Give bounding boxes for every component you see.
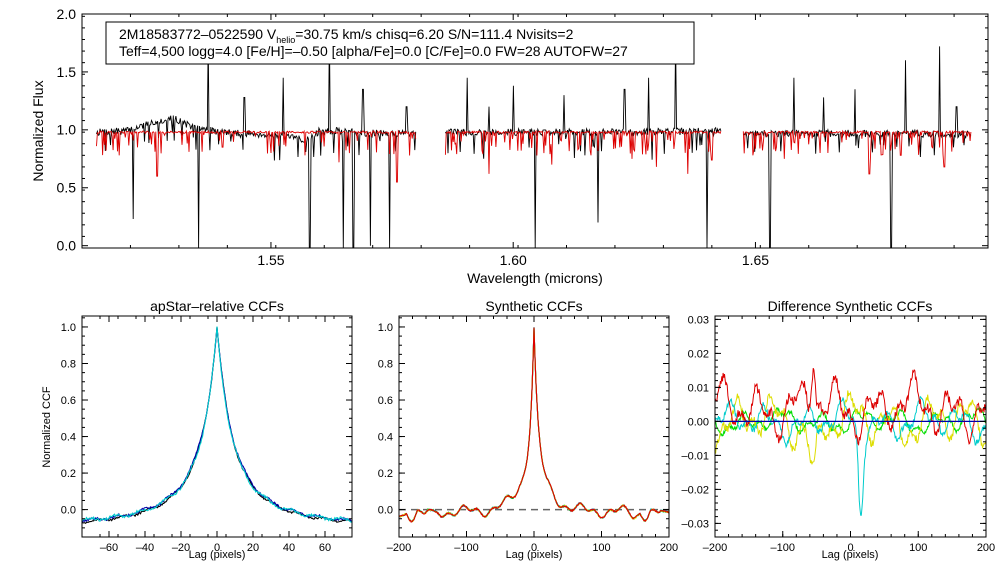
spectrum-model-chip-2 — [444, 129, 722, 174]
apstar-ccf-x-axis-label: Lag (pixels) — [189, 549, 246, 561]
difference-ccf-x-axis-label: Lag (pixels) — [822, 549, 879, 561]
apstar-ccf-y-axis-label: Normalized CCF — [41, 386, 53, 468]
apstar-ccf-x-tick-label: 60 — [319, 542, 331, 554]
spectrum-info-box: 2M18583772–0522590 Vhelio=30.75 km/s chi… — [105, 21, 695, 65]
spectrum-y-tick-label: 1.0 — [57, 122, 77, 138]
difference-ccf-y-tick-label: 0.00 — [688, 416, 709, 428]
apstar-ccf-y-tick-label: 0.2 — [61, 468, 76, 480]
spectrum-y-tick-label: 0.0 — [57, 238, 77, 254]
synthetic-ccf-red-line — [398, 327, 670, 523]
difference-ccf-y-tick-label: –0.02 — [681, 484, 709, 496]
spectrum-observed-chip-3 — [742, 46, 972, 249]
apstar-ccf-y-tick-label: 0.0 — [61, 504, 76, 516]
synthetic-ccf-x-tick-label: 0 — [531, 542, 537, 554]
spectrum-plot-area — [96, 31, 972, 249]
info-line-1-prefix: 2M18583772–0522590 V — [119, 26, 277, 42]
apstar-ccf-3-line — [81, 326, 353, 523]
synthetic-ccf-cyan-line — [399, 327, 670, 523]
apstar-ccf-y-tick-label: 0.4 — [61, 431, 76, 443]
apstar-ccf-y-tick-label: 0.6 — [61, 395, 76, 407]
synthetic-ccf-x-tick-label: 200 — [660, 542, 678, 554]
apstar-ccf-y-tick-label: 0.8 — [61, 358, 76, 370]
difference-diff-red-line — [714, 368, 987, 446]
difference-diff-yellow-line — [714, 390, 987, 465]
apstar-ccf-x-tick-label: –60 — [100, 542, 118, 554]
synthetic-ccf-y-tick-label: 0.8 — [378, 358, 393, 370]
synthetic-ccf-y-tick-label: 0.2 — [378, 468, 393, 480]
info-line-1-subscript: helio — [276, 35, 295, 45]
apstar-ccf-axes-frame — [81, 315, 353, 538]
difference-ccf-y-tick-label: –0.01 — [681, 450, 709, 462]
difference-ccf-series — [714, 368, 987, 516]
synthetic-ccf-y-tick-label: 0.6 — [378, 395, 393, 407]
spectrum-model-chip-1 — [96, 129, 417, 183]
apstar-ccf-1-line — [81, 326, 353, 524]
difference-ccf-y-tick-label: 0.01 — [688, 382, 709, 394]
difference-ccf-x-tick-label: 0 — [847, 542, 853, 554]
spectrum-observed-chip-2 — [445, 37, 722, 249]
spectrum-y-ticks: 0.0 0.5 1.0 1.5 2.0 — [57, 6, 988, 254]
synthetic-ccf-y-tick-label: 1.0 — [378, 322, 393, 334]
difference-ccf-y-tick-label: 0.02 — [688, 348, 709, 360]
difference-ccf-x-ticks: –200 –100 0 100 200 — [703, 316, 995, 554]
spectrum-y-tick-label: 2.0 — [57, 6, 77, 22]
apstar-ccf-x-tick-label: 20 — [247, 542, 259, 554]
apstar-ccf-y-ticks: 0.0 0.2 0.4 0.6 0.8 1.0 — [61, 317, 352, 538]
apstar-ccf-y-tick-label: 1.0 — [61, 322, 76, 334]
spectrum-y-tick-label: 1.5 — [57, 64, 77, 80]
spectrum-x-tick-label: 1.55 — [257, 252, 284, 268]
info-line-2: Teff=4,500 logg=4.0 [Fe/H]=–0.50 [alpha/… — [119, 43, 628, 59]
synthetic-ccf-title: Synthetic CCFs — [485, 298, 582, 314]
spectrum-panel: 1.55 1.60 1.65 0.0 0.5 1.0 1.5 2.0 Wavelength … — [30, 6, 989, 286]
difference-ccf-panel: Difference Synthetic CCFs –200 –100 0 100 20… — [681, 298, 995, 561]
info-line-1-suffix: =30.75 km/s chisq=6.20 S/N=111.4 Nvisits… — [295, 26, 573, 42]
synthetic-ccf-x-ticks: –200 –100 0 100 200 — [387, 316, 678, 554]
apstar-ccf-title: apStar–relative CCFs — [150, 298, 284, 314]
synthetic-ccf-y-ticks: 0.0 0.2 0.4 0.6 0.8 1.0 — [378, 317, 669, 538]
spectrum-x-ticks: 1.55 1.60 1.65 — [81, 14, 955, 268]
synthetic-ccf-yellow-line — [398, 327, 670, 523]
synthetic-ccf-y-tick-label: 0.4 — [378, 431, 393, 443]
apstar-ccf-panel: apStar–relative CCFs –60 –40 –20 0 20 40 60 0.… — [41, 298, 353, 561]
spectrum-model-series — [96, 129, 972, 183]
difference-ccf-title: Difference Synthetic CCFs — [768, 298, 933, 314]
synthetic-ccf-x-tick-label: –200 — [387, 542, 411, 554]
synthetic-ccf-y-tick-label: 0.0 — [378, 504, 393, 516]
apstar-ccf-x-tick-label: 0 — [214, 542, 220, 554]
apstar-ccf-2-line — [81, 328, 353, 523]
synthetic-ccf-x-tick-label: –100 — [454, 542, 478, 554]
difference-ccf-x-tick-label: –100 — [771, 542, 795, 554]
synthetic-ccf-series — [398, 327, 670, 523]
info-line-1: 2M18583772–0522590 Vhelio=30.75 km/s chi… — [119, 26, 574, 45]
info-box-frame — [105, 21, 695, 65]
synthetic-ccf-blue-line — [398, 327, 670, 522]
spectrum-x-tick-label: 1.65 — [742, 252, 769, 268]
spectrum-model-chip-3 — [742, 129, 972, 175]
synthetic-ccf-green-line — [398, 327, 670, 523]
spectrum-x-tick-label: 1.60 — [500, 252, 527, 268]
synthetic-ccf-x-tick-label: 100 — [592, 542, 610, 554]
synthetic-ccf-panel: Synthetic CCFs –200 –100 0 100 200 0.0 0.2 0.4… — [378, 298, 678, 561]
apstar-ccf-x-tick-label: –20 — [172, 542, 190, 554]
apstar-ccf-x-tick-label: –40 — [136, 542, 154, 554]
difference-ccf-y-ticks: –0.03 –0.02 –0.01 0.00 0.01 0.02 0.03 — [681, 314, 986, 538]
spectrum-y-tick-label: 0.5 — [57, 180, 77, 196]
apstar-ccf-series — [81, 326, 353, 524]
spectrum-y-axis-label: Normalized Flux — [30, 80, 46, 181]
difference-ccf-y-tick-label: –0.03 — [681, 518, 709, 530]
apstar-ccf-x-ticks: –60 –40 –20 0 20 40 60 — [81, 316, 353, 554]
synthetic-ccf-axes-frame — [398, 315, 670, 538]
difference-ccf-x-tick-label: 200 — [977, 542, 995, 554]
synthetic-ccf-x-axis-label: Lag (pixels) — [506, 549, 563, 561]
difference-ccf-x-tick-label: –200 — [703, 542, 727, 554]
difference-ccf-x-tick-label: 100 — [909, 542, 927, 554]
spectrum-x-axis-label: Wavelength (microns) — [467, 270, 603, 286]
difference-ccf-y-tick-label: 0.03 — [688, 314, 709, 326]
apstar-ccf-x-tick-label: 40 — [283, 542, 295, 554]
spectrum-axes-frame — [81, 13, 989, 249]
